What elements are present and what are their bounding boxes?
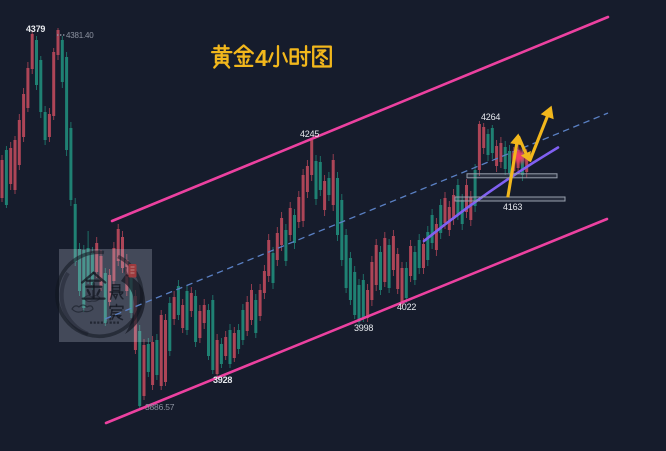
svg-text:4: 4: [255, 45, 268, 71]
